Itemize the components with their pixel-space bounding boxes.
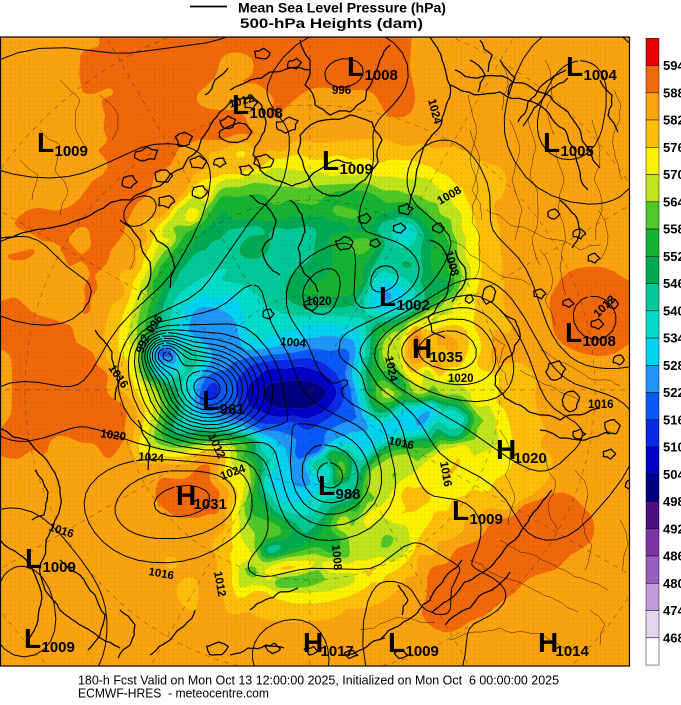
svg-text:ECMWF-HRES - meteocentre.com: ECMWF-HRES - meteocentre.com [78,687,269,701]
svg-text:594: 594 [663,58,681,73]
svg-text:1020: 1020 [306,296,332,308]
svg-text:486: 486 [663,549,681,564]
svg-text:480: 480 [663,576,681,591]
svg-text:582: 582 [663,113,681,128]
svg-text:1014: 1014 [556,643,590,660]
svg-text:H: H [496,434,516,465]
svg-text:1016: 1016 [437,460,453,487]
svg-text:996: 996 [332,85,351,97]
svg-text:498: 498 [663,494,681,509]
svg-text:L: L [566,51,583,82]
svg-text:961: 961 [220,401,245,418]
svg-text:1020: 1020 [448,373,474,385]
svg-text:500-hPa Heights (dam): 500-hPa Heights (dam) [240,16,423,32]
svg-text:1008: 1008 [329,544,343,571]
svg-text:1008: 1008 [250,105,283,122]
svg-text:L: L [322,145,339,176]
svg-text:510: 510 [663,440,681,455]
svg-text:1024: 1024 [138,451,165,465]
svg-text:546: 546 [663,276,681,291]
svg-text:1031: 1031 [194,496,227,513]
svg-text:1024: 1024 [382,355,399,383]
svg-text:552: 552 [663,249,681,264]
svg-text:L: L [318,470,335,501]
svg-text:L: L [202,385,219,416]
svg-text:516: 516 [663,412,681,427]
svg-text:1002: 1002 [397,297,430,314]
svg-text:1020: 1020 [100,428,127,443]
svg-text:522: 522 [663,385,681,400]
svg-text:474: 474 [663,603,681,618]
svg-text:L: L [452,495,469,526]
svg-text:558: 558 [663,222,681,237]
svg-text:534: 534 [663,331,681,346]
svg-text:504: 504 [663,467,681,482]
svg-text:L: L [379,281,396,312]
svg-text:L: L [347,51,364,82]
svg-text:570: 570 [663,167,681,182]
svg-text:H: H [538,627,558,658]
svg-text:L: L [565,317,582,348]
svg-text:1004: 1004 [280,336,307,350]
svg-text:540: 540 [663,303,681,318]
svg-text:1009: 1009 [340,161,373,178]
svg-text:L: L [24,623,41,654]
svg-text:1009: 1009 [55,143,88,160]
svg-text:988: 988 [336,486,361,503]
svg-text:528: 528 [663,358,681,373]
svg-text:1016: 1016 [147,566,174,582]
svg-text:1016: 1016 [588,399,614,411]
svg-text:H: H [303,627,323,658]
svg-text:180-h Fcst Valid on Mon Oct 13: 180-h Fcst Valid on Mon Oct 13 12:00:00 … [78,674,559,688]
svg-text:1009: 1009 [42,639,75,656]
svg-text:L: L [232,89,249,120]
svg-text:L: L [25,543,42,574]
svg-text:1008: 1008 [365,67,398,84]
svg-text:1016: 1016 [387,435,415,452]
svg-text:L: L [37,127,54,158]
svg-text:564: 564 [663,194,681,209]
svg-text:1004: 1004 [584,67,618,84]
svg-text:1020: 1020 [514,450,547,467]
svg-text:L: L [388,627,405,658]
svg-text:576: 576 [663,140,681,155]
svg-text:1009: 1009 [406,643,439,660]
svg-text:1009: 1009 [43,559,76,576]
svg-text:1009: 1009 [470,511,503,528]
svg-text:L: L [543,127,560,158]
svg-text:468: 468 [663,630,681,645]
svg-text:1005: 1005 [561,143,594,160]
svg-text:492: 492 [663,521,681,536]
svg-text:1008: 1008 [583,333,616,350]
svg-text:1017: 1017 [321,643,354,660]
svg-text:Mean Sea Level Pressure (hPa): Mean Sea Level Pressure (hPa) [238,0,446,16]
svg-text:588: 588 [663,85,681,100]
svg-text:1012: 1012 [211,570,227,597]
svg-text:H: H [176,480,196,511]
svg-text:H: H [412,333,432,364]
svg-text:1035: 1035 [430,349,463,366]
